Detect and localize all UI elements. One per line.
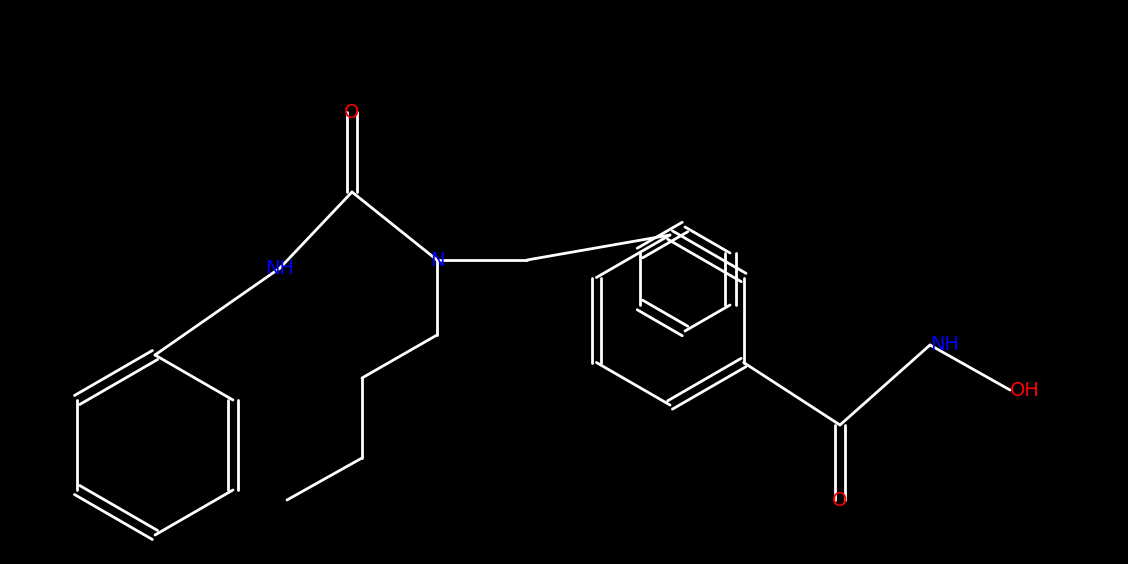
Text: OH: OH <box>1010 381 1040 399</box>
Text: O: O <box>344 103 360 121</box>
Text: O: O <box>832 491 847 509</box>
Text: NH: NH <box>929 336 959 355</box>
Text: N: N <box>430 250 444 270</box>
Text: NH: NH <box>265 258 294 277</box>
